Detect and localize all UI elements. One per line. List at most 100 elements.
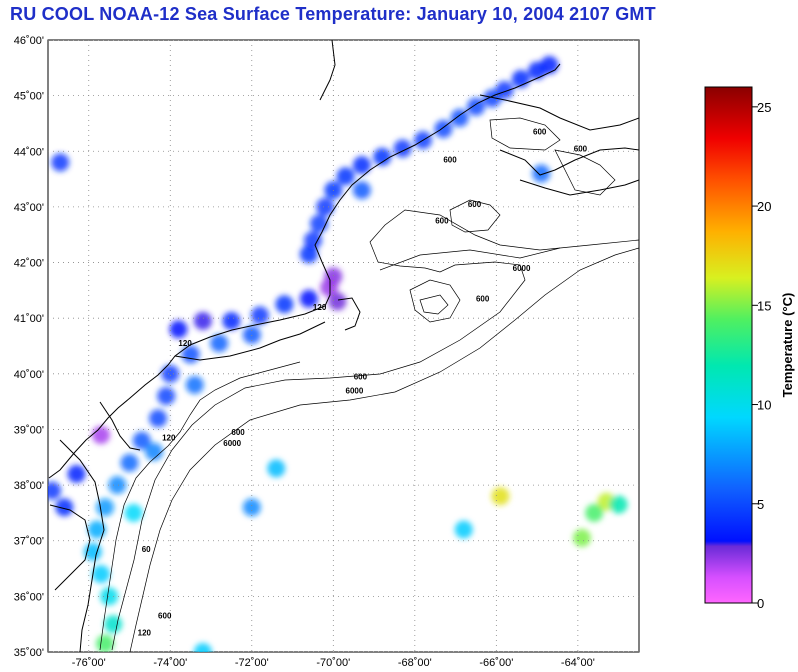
- depth-label: 600: [443, 155, 457, 164]
- sst-pixel: [96, 634, 115, 652]
- lon-tick-label: -68˚00': [398, 657, 432, 669]
- sst-pixel: [222, 311, 241, 330]
- sst-pixel: [303, 231, 322, 250]
- sst-pixel: [181, 345, 200, 364]
- lon-tick-label: -74˚00': [153, 657, 187, 669]
- colorbar-tick-label: 5: [757, 497, 764, 512]
- sst-pixel: [100, 587, 119, 606]
- sst-pixel: [185, 375, 204, 394]
- depth-labels: 600 600 600 600 600 6000 600 120 120 600 6000 600 60…: [138, 128, 588, 638]
- sst-pixel: [104, 615, 123, 634]
- depth-label: 6000: [346, 386, 364, 395]
- sst-pixel: [87, 520, 106, 539]
- sst-pixel: [450, 108, 469, 127]
- colorbar-tick-label: 25: [757, 100, 771, 115]
- depth-label: 600: [468, 200, 482, 209]
- depth-label: 600: [231, 428, 245, 437]
- sst-pixel: [585, 503, 604, 522]
- depth-label: 120: [138, 628, 152, 637]
- sst-pixel: [108, 476, 127, 495]
- sst-pixel: [267, 459, 286, 478]
- sst-pixel: [393, 139, 412, 158]
- sst-pixel: [572, 528, 591, 547]
- lon-tick-label: -66˚00': [479, 657, 513, 669]
- depth-label: 600: [533, 128, 547, 137]
- lat-tick-label: 38˚00': [14, 480, 44, 492]
- sst-pixel: [242, 325, 261, 344]
- depth-label: 600: [574, 144, 588, 153]
- sst-pixel: [144, 442, 163, 461]
- colorbar-ticks: 0 5 10 15 20 25: [752, 100, 771, 611]
- sst-imagery: [48, 56, 628, 652]
- sst-pixel: [169, 320, 188, 339]
- depth-label: 600: [158, 612, 172, 621]
- sst-pixel: [157, 387, 176, 406]
- sst-pixel: [193, 643, 212, 652]
- colorbar-tick-label: 15: [757, 298, 771, 313]
- sst-pixel: [91, 426, 110, 445]
- lat-tick-label: 45˚00': [14, 91, 44, 103]
- sst-pixel: [250, 306, 269, 325]
- colorbar: 0 5 10 15 20 25 Temperature (°C): [704, 86, 795, 611]
- colorbar-tick-label: 0: [757, 596, 764, 611]
- sst-pixel: [48, 481, 62, 500]
- lat-tick-label: 37˚00': [14, 536, 44, 548]
- depth-label: 600: [354, 372, 368, 381]
- sst-pixel: [91, 565, 110, 584]
- lon-tick-label: -72˚00': [235, 657, 269, 669]
- colorbar-tick-label: 10: [757, 398, 771, 413]
- depth-label: 120: [178, 339, 192, 348]
- lon-tick-label: -64˚00': [561, 657, 595, 669]
- depth-label: 6000: [223, 439, 241, 448]
- lat-tick-label: 35˚00': [14, 647, 44, 659]
- sst-pixel: [120, 453, 139, 472]
- sst-pixel: [149, 409, 168, 428]
- depth-label: 6000: [513, 264, 531, 273]
- sst-pixel: [373, 147, 392, 166]
- map-title: RU COOL NOAA-12 Sea Surface Temperature:…: [10, 4, 656, 24]
- sst-pixel: [242, 498, 261, 517]
- sst-pixel: [193, 311, 212, 330]
- colorbar-label: Temperature (°C): [780, 293, 795, 398]
- sst-pixel: [210, 334, 229, 353]
- sst-pixel: [528, 61, 547, 80]
- bathymetry-contours: [99, 117, 639, 652]
- sst-pixel: [328, 292, 347, 311]
- sst-pixel: [532, 164, 551, 183]
- depth-label: 600: [435, 217, 449, 226]
- graticule: [48, 40, 639, 652]
- depth-label: 120: [313, 303, 327, 312]
- sst-pixel: [299, 289, 318, 308]
- lon-tick-label: -76˚00': [72, 657, 106, 669]
- sst-pixel: [55, 498, 74, 517]
- sst-pixel: [67, 464, 86, 483]
- lat-tick-label: 42˚00': [14, 258, 44, 270]
- colorbar-tick-label: 20: [757, 199, 771, 214]
- sst-pixel: [352, 181, 371, 200]
- sst-pixel: [51, 153, 70, 172]
- sst-pixel: [320, 278, 339, 297]
- sst-pixel: [124, 503, 143, 522]
- sst-pixel: [454, 520, 473, 539]
- colorbar-gradient: [704, 86, 753, 604]
- map-plot-area: [47, 39, 640, 653]
- sst-pixel: [132, 431, 151, 450]
- sst-pixel: [491, 487, 510, 506]
- longitude-axis: -76˚00' -74˚00' -72˚00' -70˚00' -68˚00' -66˚0…: [72, 657, 595, 669]
- lat-tick-label: 46˚00': [14, 35, 44, 47]
- lat-tick-label: 40˚00': [14, 369, 44, 381]
- coastline: [48, 40, 639, 652]
- lat-tick-label: 36˚00': [14, 591, 44, 603]
- depth-label: 120: [162, 434, 176, 443]
- depth-label: 60: [142, 545, 151, 554]
- sst-pixel: [161, 364, 180, 383]
- lon-tick-label: -70˚00': [316, 657, 350, 669]
- sst-pixel: [96, 498, 115, 517]
- sst-pixel: [310, 214, 329, 233]
- sst-pixel: [336, 167, 355, 186]
- lat-tick-label: 39˚00': [14, 424, 44, 436]
- sst-pixel: [275, 295, 294, 314]
- latitude-axis: 46˚00' 45˚00' 44˚00' 43˚00' 42˚00' 41˚00' 40˚0…: [14, 35, 44, 659]
- sst-pixel: [609, 495, 628, 514]
